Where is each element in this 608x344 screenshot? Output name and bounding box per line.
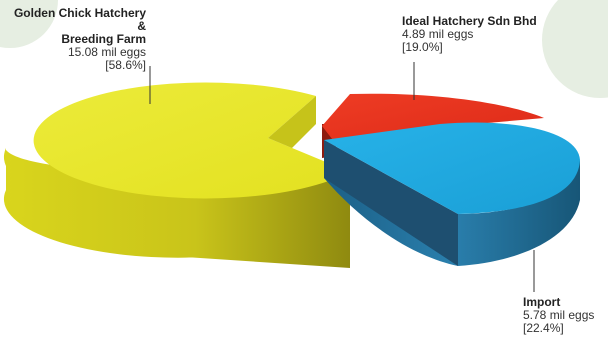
slice-golden-notch xyxy=(268,96,316,148)
background-circle-left xyxy=(0,0,58,48)
data-label-ideal: Ideal Hatchery Sdn Bhd 4.89 mil eggs [19… xyxy=(402,15,602,54)
data-label-golden-name-line2: Breeding Farm xyxy=(61,32,146,46)
slice-import-side xyxy=(324,140,580,266)
background-circle-right xyxy=(542,0,608,98)
data-label-golden-percent: [58.6%] xyxy=(105,58,146,72)
slice-import-cut xyxy=(324,140,458,266)
slice-import xyxy=(324,122,580,214)
data-label-ideal-name: Ideal Hatchery Sdn Bhd xyxy=(402,14,537,28)
data-label-ideal-value: 4.89 mil eggs xyxy=(402,27,474,41)
data-label-golden-name-line1: Golden Chick Hatchery & xyxy=(13,6,146,33)
data-label-import-value: 5.78 mil eggs xyxy=(523,308,595,322)
slice-ideal xyxy=(322,93,544,144)
data-label-import: Import 5.78 mil eggs [22.4%] xyxy=(523,296,608,335)
data-label-import-name: Import xyxy=(523,295,561,309)
data-label-import-percent: [22.4%] xyxy=(523,321,564,335)
data-label-golden-value: 15.08 mil eggs xyxy=(67,45,146,59)
slice-golden xyxy=(33,82,351,199)
data-label-golden: Golden Chick Hatchery & Breeding Farm 15… xyxy=(4,7,146,72)
data-label-ideal-percent: [19.0%] xyxy=(402,40,443,54)
